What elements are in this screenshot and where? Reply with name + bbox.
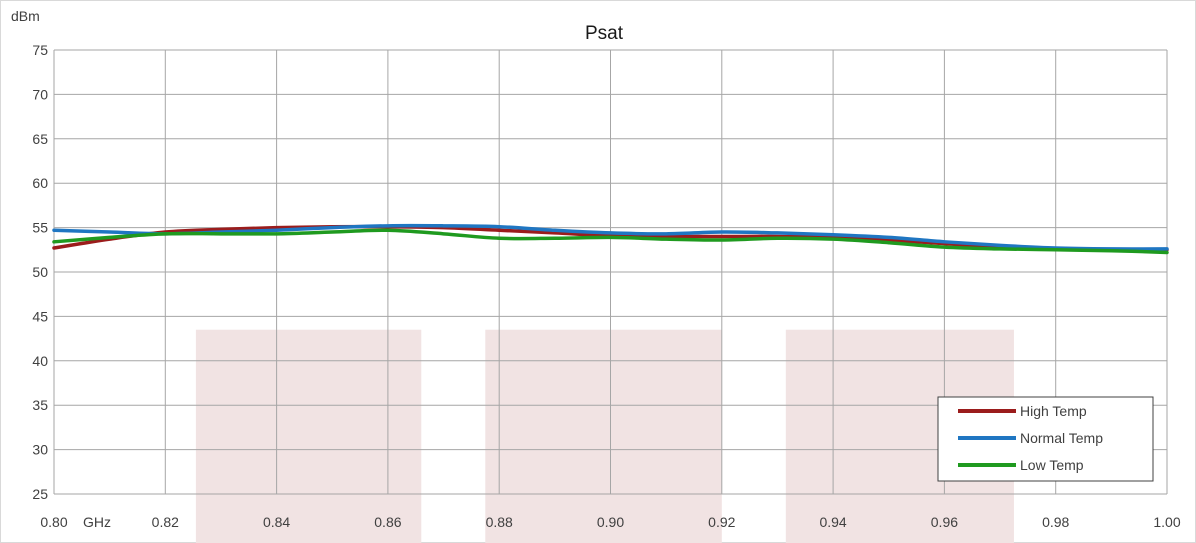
y-tick-label: 25 [32, 486, 48, 502]
x-tick-label: 0.90 [597, 514, 624, 530]
x-tick-label: 0.88 [486, 514, 513, 530]
y-tick-label: 70 [32, 86, 48, 102]
y-tick-label: 55 [32, 220, 48, 236]
x-tick-label: 0.94 [819, 514, 846, 530]
x-tick-label: 0.80 [40, 514, 67, 530]
x-tick-label: 0.96 [931, 514, 958, 530]
shaded-band-1 [195, 329, 422, 543]
x-tick-label: 1.00 [1153, 514, 1180, 530]
x-tick-label: 0.92 [708, 514, 735, 530]
y-tick-label: 75 [32, 42, 48, 58]
legend: High Temp Normal Temp Low Temp [937, 396, 1154, 482]
x-tick-label: 0.82 [152, 514, 179, 530]
shaded-band-2 [485, 329, 722, 543]
y-tick-label: 45 [32, 308, 48, 324]
series-line-low-temp [52, 228, 1169, 255]
x-tick-label: 0.86 [374, 514, 401, 530]
y-tick-label: 30 [32, 442, 48, 458]
x-tick-label: 0.84 [263, 514, 290, 530]
series-line-high-temp [52, 224, 1169, 252]
y-tick-label: 65 [32, 131, 48, 147]
y-axis-unit-label: dBm [11, 8, 40, 24]
chart-title: Psat [585, 23, 624, 44]
legend-label-low-temp: Low Temp [1020, 457, 1084, 473]
y-tick-label: 50 [32, 264, 48, 280]
y-tick-label: 60 [32, 175, 48, 191]
series-line-normal-temp [52, 223, 1169, 251]
x-tick-label: 0.98 [1042, 514, 1069, 530]
y-tick-label: 40 [32, 353, 48, 369]
legend-label-high-temp: High Temp [1020, 403, 1087, 419]
legend-label-normal-temp: Normal Temp [1020, 430, 1103, 446]
x-axis-unit-label: GHz [83, 514, 111, 530]
y-tick-label: 35 [32, 397, 48, 413]
